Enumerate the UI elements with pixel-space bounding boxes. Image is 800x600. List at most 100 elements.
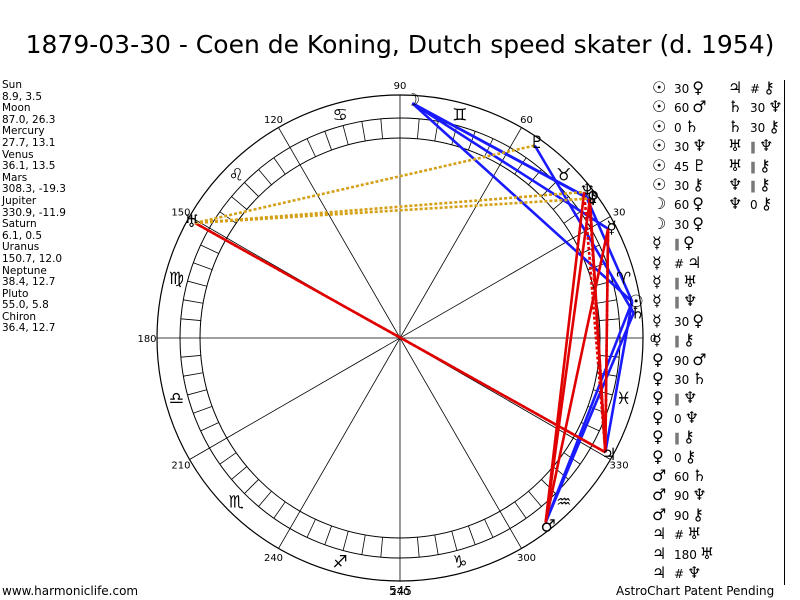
aspect-planet-2: ♄	[692, 466, 707, 485]
aspect-planet-1: ♀	[652, 407, 664, 427]
aspect-row: ♀ ∥ ♆	[652, 388, 705, 407]
zodiac-sign-glyph: ♈	[616, 269, 631, 289]
aspect-planet-2: ♄	[684, 116, 699, 136]
aspect-line	[411, 102, 609, 230]
aspect-row: ☉ 45 ♇	[652, 156, 714, 175]
degree-tick	[306, 138, 316, 157]
planet-glyph: ☽	[405, 90, 420, 110]
planet-position: 38.4, 12.7	[2, 276, 56, 289]
degree-tick	[468, 525, 476, 545]
aspect-planet-2: ♅	[687, 524, 702, 544]
aspect-planet-1: ♆	[728, 175, 743, 194]
degree-tick	[258, 169, 272, 186]
degree-tick	[361, 121, 366, 142]
degree-tick	[581, 244, 600, 254]
page-title: 1879-03-30 - Coen de Koning, Dutch speed…	[25, 30, 775, 59]
degree-tick	[342, 531, 349, 551]
degree-tick	[451, 531, 458, 551]
aspect-row: ☿ # ♃	[652, 253, 709, 272]
aspect-planet-2: ⚷	[692, 175, 704, 194]
degree-tick	[209, 227, 227, 239]
aspect-planet-1: ♂	[652, 504, 667, 524]
degree-tick	[273, 501, 286, 519]
aspect-type: 90	[674, 508, 690, 523]
planet-glyphs: ☉ ☽ ☿ ♀ ♂ ♃ ♄ ♅ ♆ ♇ ⚷	[184, 90, 645, 536]
aspect-type: #	[750, 82, 761, 96]
aspect-row: ♀ 0 ♆	[652, 408, 707, 427]
zodiac-sign-glyph: ♒	[556, 493, 571, 513]
aspect-row: ☉ 30 ⚷	[652, 175, 714, 194]
degree-tick	[187, 389, 207, 396]
aspect-type: 60	[674, 470, 690, 484]
aspect-planet-2: ⚷	[760, 194, 773, 214]
zodiac-sign-glyph: ♓	[616, 389, 631, 409]
aspect-planet-2: ⚷	[684, 446, 697, 466]
aspect-line	[544, 312, 635, 523]
planet-position: 330.9, -11.9	[2, 206, 66, 219]
aspect-planet-1: ☿	[652, 233, 662, 253]
aspect-type: ∥	[750, 179, 756, 193]
degree-tick	[183, 372, 204, 377]
sign-divider	[189, 447, 210, 460]
aspect-type: 180	[674, 547, 697, 562]
degree-tick	[193, 262, 213, 270]
aspect-type: 90	[674, 489, 690, 504]
aspect-type: 0	[674, 450, 682, 465]
aspect-row: ♀ 0 ⚷	[652, 447, 707, 466]
aspect-planet-1: ☉	[652, 116, 667, 136]
aspect-row: ☿ ∥ ♅	[652, 272, 705, 291]
aspect-line	[411, 102, 590, 200]
site-link[interactable]: www.harmoniclife.com	[2, 584, 139, 598]
aspect-type: 30	[674, 217, 690, 232]
aspect-planet-1: ☉	[652, 155, 667, 175]
degree-tick	[342, 125, 349, 145]
aspect-row: ☽ 30 ♀	[652, 214, 714, 233]
aspect-planet-2: ♆	[683, 388, 698, 408]
aspect-planet-1: ☉	[652, 136, 667, 156]
aspect-line	[194, 144, 536, 225]
planet-name: Uranus	[2, 241, 40, 254]
aspect-line	[544, 191, 586, 523]
planet-glyph: ♀	[587, 188, 599, 208]
aspect-planet-1: ♂	[652, 466, 667, 485]
aspect-lines	[194, 102, 635, 523]
degree-tick	[231, 466, 248, 480]
zodiac-sign-glyph: ♊	[452, 105, 467, 125]
planet-position: 6.1, 0.5	[2, 229, 43, 242]
sign-divider	[278, 528, 291, 549]
aspect-planet-1: ♀	[652, 369, 664, 388]
aspect-planet-2: ♀	[692, 310, 704, 330]
planet-position: 150.7, 12.0	[2, 252, 63, 265]
sign-divider	[590, 447, 611, 460]
aspect-type: #	[674, 256, 685, 271]
degree-tick	[289, 147, 301, 165]
planet-position: 308.3, -19.3	[2, 183, 66, 196]
planet-name: Saturn	[2, 218, 37, 231]
aspect-planet-2: ♂	[692, 97, 707, 117]
degree-tick	[258, 490, 272, 507]
aspect-planet-2: ♇	[692, 155, 707, 175]
aspect-row: ♂ 90 ♆	[652, 485, 714, 504]
degree-tick	[244, 479, 259, 494]
degree-tick	[434, 534, 439, 555]
degree-tick	[573, 437, 591, 449]
aspect-line	[533, 144, 635, 314]
sign-divider	[590, 216, 611, 229]
zodiac-sign-glyph: ♏	[229, 493, 244, 513]
planet-name: Sun	[2, 79, 22, 91]
planet-name: Mercury	[2, 125, 45, 138]
degree-tick	[484, 138, 494, 157]
degree-tick	[231, 196, 248, 210]
degree-tick	[209, 437, 227, 449]
planet-position: 36.1, 13.5	[2, 160, 56, 173]
zodiac-sign-glyph: ♎	[169, 389, 184, 409]
planet-glyph: ♄	[630, 304, 645, 324]
aspect-planet-1: ♃	[652, 524, 667, 544]
degree-tick	[187, 280, 207, 287]
aspect-type: ∥	[674, 392, 680, 407]
aspect-planet-1: ♃	[728, 78, 743, 97]
aspect-planet-2: ♀	[692, 213, 704, 233]
aspect-row: ♃ 180 ♅	[652, 544, 722, 563]
aspect-type: ∥	[674, 237, 680, 252]
aspect-row: ♀ 90 ♂	[652, 350, 714, 369]
